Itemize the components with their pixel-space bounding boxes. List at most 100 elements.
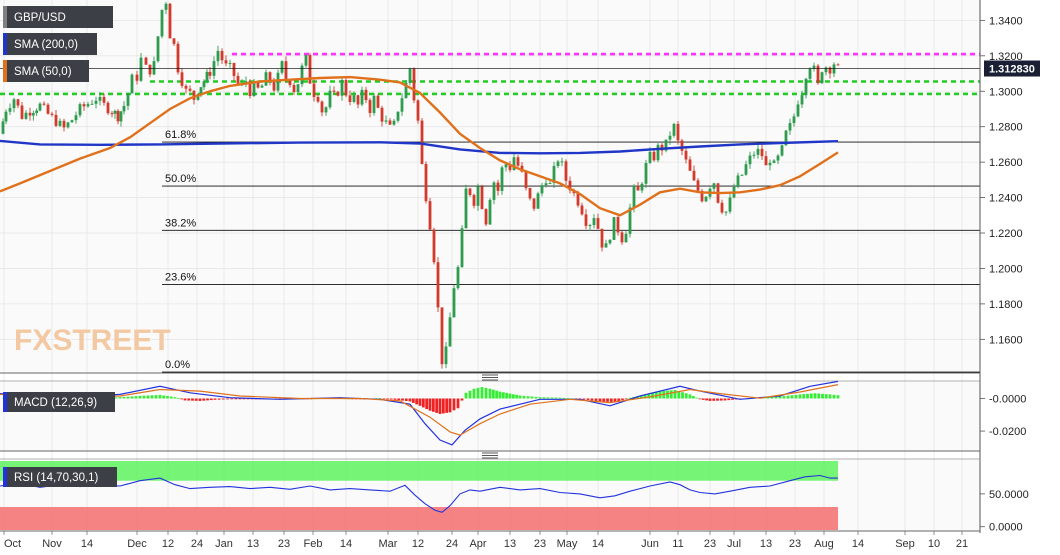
candle-body	[500, 167, 504, 191]
candle-body	[356, 95, 360, 105]
candle-body	[352, 95, 356, 102]
legend-item-sma50[interactable]: SMA (50,0)	[3, 60, 89, 82]
macd-legend-label: MACD (12,26,9)	[14, 397, 97, 409]
x-tick-label: Jan	[215, 538, 233, 550]
macd-resize-handle[interactable]	[482, 374, 498, 381]
macd-histogram-bar	[404, 398, 408, 402]
candle-body	[116, 110, 120, 122]
candle-body	[628, 207, 632, 234]
macd-histogram-bar	[586, 398, 590, 400]
candle-body	[119, 111, 123, 122]
candle-body	[110, 113, 114, 115]
candle-body	[440, 307, 444, 365]
candle-body	[280, 61, 284, 73]
fib-level-label: 38.2%	[165, 217, 196, 229]
candle-body	[106, 102, 110, 114]
legend-sma200-label: SMA (200,0)	[14, 39, 78, 51]
macd-histogram-bar	[438, 398, 442, 414]
macd-tick-label: -0.0000	[989, 393, 1026, 405]
candle-body	[144, 57, 148, 65]
candle-body	[432, 229, 436, 263]
candle-body	[764, 156, 768, 166]
sma-50-line	[0, 75, 839, 217]
candle-body	[8, 108, 12, 112]
macd-histogram-bar	[445, 398, 449, 413]
candle-body	[139, 57, 143, 81]
candle-body	[436, 262, 440, 308]
macd-histogram-bar	[550, 397, 554, 399]
macd-histogram-bar	[464, 392, 468, 399]
candle-body	[412, 68, 416, 101]
x-tick-label: 14	[852, 538, 864, 550]
x-tick-label: 23	[534, 538, 546, 550]
macd-histogram-bar	[530, 396, 534, 399]
fxstreet-watermark: FXSTREET	[14, 324, 171, 357]
candle-body	[824, 67, 828, 73]
macd-histogram-bar	[701, 398, 705, 400]
candle-body	[184, 85, 188, 89]
candle-body	[724, 211, 728, 213]
macd-histogram-bar	[378, 398, 382, 399]
candle-body	[756, 148, 760, 155]
candle-body	[284, 61, 288, 80]
candle-body	[528, 188, 532, 199]
macd-histogram-bar	[582, 398, 586, 400]
macd-histogram-bar	[511, 394, 515, 399]
fib-level-label: 23.6%	[165, 271, 196, 283]
candle-body	[42, 103, 46, 105]
macd-histogram-bar	[209, 398, 213, 401]
macd-histogram-bar	[134, 396, 138, 399]
macd-histogram-bar	[594, 398, 598, 401]
x-tick-label: 14	[81, 538, 93, 550]
candle-body	[202, 81, 206, 88]
macd-histogram-bar	[790, 395, 794, 399]
rsi-resize-handle[interactable]	[482, 452, 498, 459]
candle-body	[560, 161, 564, 163]
x-tick-label: Oct	[4, 538, 21, 550]
candle-body	[24, 112, 28, 119]
x-tick-label: 24	[191, 538, 203, 550]
candle-body	[828, 67, 832, 74]
candle-body	[468, 188, 472, 195]
candle-body	[516, 157, 520, 166]
macd-histogram-bar	[158, 394, 162, 399]
candle-body	[98, 96, 102, 101]
macd-histogram-bar	[731, 398, 734, 400]
y-tick-label: 1.2400	[989, 193, 1023, 205]
candle-body	[532, 198, 536, 209]
candle-body	[460, 228, 464, 268]
candle-body	[428, 201, 432, 230]
macd-histogram-bar	[817, 393, 821, 399]
legend-item-sma200[interactable]: SMA (200,0)	[3, 33, 97, 55]
macd-legend[interactable]: MACD (12,26,9)	[3, 392, 115, 412]
candle-body	[228, 63, 232, 65]
candle-body	[680, 140, 684, 151]
candle-body	[712, 183, 716, 189]
macd-histogram-bar	[246, 398, 250, 400]
macd-histogram-bar	[639, 395, 643, 399]
candle-body	[176, 43, 180, 73]
candle-body	[205, 71, 209, 82]
macd-histogram-bar	[495, 390, 499, 399]
macd-histogram-bar	[226, 398, 229, 400]
candle-body	[4, 111, 8, 122]
candle-body	[78, 104, 82, 116]
candle-body	[180, 72, 184, 86]
macd-histogram-bar	[173, 397, 177, 399]
legend-item-price[interactable]: GBP/USD	[3, 6, 113, 28]
x-tick-label: 13	[247, 538, 259, 550]
candle-body	[264, 72, 268, 86]
macd-histogram-bar	[194, 398, 198, 401]
x-tick-label: May	[557, 538, 578, 550]
macd-histogram-bar	[213, 398, 217, 400]
candle-body	[672, 123, 676, 136]
time-axis-ticks: Oct Nov 14 Dec 12 24 Jan 13 23 Feb 14 Mar 12 24 Apr 13 2…	[3, 531, 968, 550]
candle-body	[524, 171, 528, 189]
macd-histogram-bar	[534, 396, 538, 399]
macd-histogram-bar	[242, 398, 246, 400]
macd-histogram-bar	[691, 396, 695, 399]
rsi-legend[interactable]: RSI (14,70,30,1)	[3, 467, 117, 487]
candle-body	[816, 65, 820, 84]
candle-body	[552, 166, 556, 184]
candle-body	[332, 90, 336, 92]
